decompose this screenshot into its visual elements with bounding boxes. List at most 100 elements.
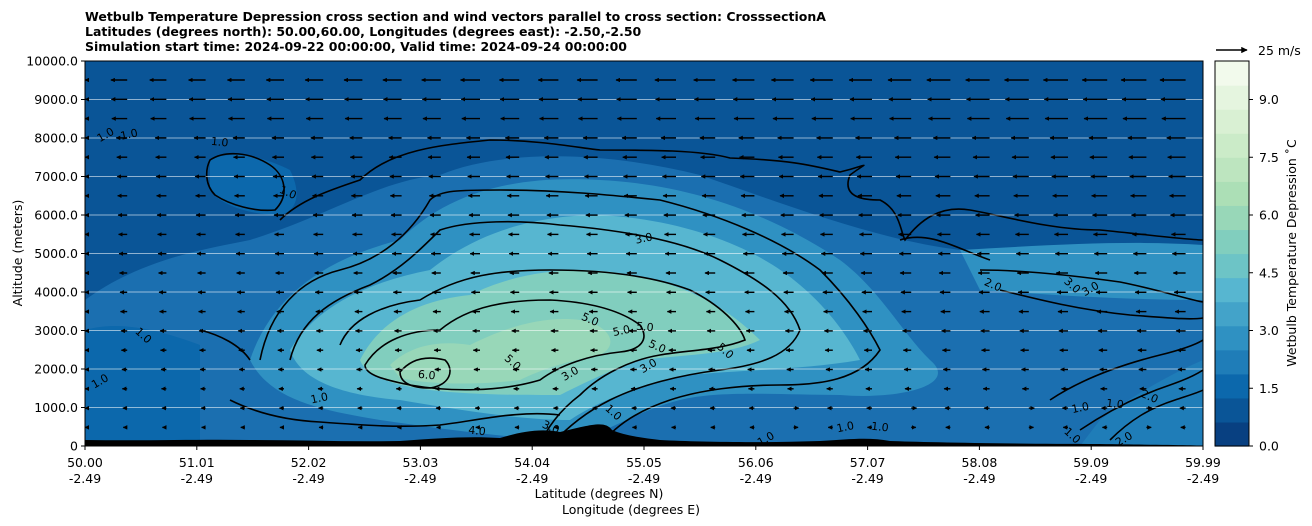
x-tick-lat: 58.08 — [962, 455, 998, 470]
y-tick-label: 8000.0 — [34, 131, 78, 146]
colorbar-label: Wetbulb Temperature Depression ˚C — [1284, 139, 1299, 367]
contour-line-8 — [229, 399, 561, 428]
x-tick-lat: 59.09 — [1073, 455, 1109, 470]
x-tick-lat: 54.04 — [514, 455, 550, 470]
y-tick-label: 7000.0 — [34, 169, 78, 184]
contour-lines — [199, 139, 1203, 446]
contour-label: 6.0 — [417, 368, 436, 383]
colorbar-swatch — [1215, 277, 1249, 303]
x-tick-lat: 59.99 — [1185, 455, 1221, 470]
contour-label: 1.0 — [210, 135, 229, 150]
contour-label: 2.0 — [1139, 387, 1160, 406]
x-tick-lat: 56.06 — [738, 455, 774, 470]
x-tick-lon: -2.49 — [69, 471, 101, 486]
x-tick-lon: -2.49 — [1075, 471, 1107, 486]
colorbar-swatch — [1215, 85, 1249, 110]
contour-line-14 — [899, 236, 991, 261]
colorbar-swatch — [1215, 373, 1249, 399]
x-axis: 50.00-2.4951.01-2.4952.02-2.4953.03-2.49… — [67, 446, 1221, 486]
colorbar-tick-label: 0.0 — [1259, 439, 1279, 454]
x-tick-lat: 57.07 — [850, 455, 886, 470]
contour-line-13 — [1109, 389, 1203, 441]
contour-label: 2.0 — [982, 275, 1003, 294]
contour-line-7 — [205, 152, 285, 212]
x-tick-lon: -2.49 — [740, 471, 772, 486]
x-tick-lon: -2.49 — [404, 471, 436, 486]
contour-line-4 — [339, 269, 746, 446]
colorbar-swatch — [1215, 181, 1249, 206]
filled-contour-band-6 — [960, 242, 1203, 300]
y-axis-label: Altitude (meters) — [10, 200, 25, 307]
y-tick-label: 2000.0 — [34, 362, 78, 377]
x-tick-lon: -2.49 — [292, 471, 324, 486]
title-line-3: Simulation start time: 2024-09-22 00:00:… — [85, 39, 627, 54]
contour-label: 1.0 — [835, 419, 855, 435]
plot-area: 1.0 1.0 1.01.01.01.01.06.05.05.03.05.0 5.05… — [85, 61, 1203, 446]
x-tick-lat: 51.01 — [179, 455, 215, 470]
x-tick-lon: -2.49 — [1187, 471, 1219, 486]
contour-label: 1.0 — [1070, 400, 1090, 416]
contour-label: 5.0 — [636, 320, 655, 335]
contour-label: 1.0 — [119, 126, 139, 142]
contour-line-11 — [1049, 339, 1203, 401]
x-tick-lon: -2.49 — [963, 471, 995, 486]
colorbar-swatch — [1215, 253, 1249, 279]
x-tick-lat: 50.00 — [67, 455, 103, 470]
contour-label: 1.0 — [1106, 397, 1125, 412]
contour-label: 1.0 — [871, 420, 890, 435]
y-axis: 0 1000.0 2000.0 3000.0 4000.0 5000.0 6000.0 700… — [26, 54, 85, 454]
colorbar-tick-label: 4.5 — [1259, 265, 1279, 280]
y-tick-label: 3000.0 — [34, 323, 78, 338]
x-tick-lon: -2.49 — [181, 471, 213, 486]
contour-line-10 — [999, 289, 1203, 320]
contour-line-12 — [1079, 369, 1203, 431]
contour-label: 5.0 — [579, 310, 600, 329]
chart-title: Wetbulb Temperature Depression cross sec… — [85, 9, 826, 54]
contour-line-1 — [279, 139, 1203, 242]
contour-label: 1.0 — [309, 390, 329, 406]
colorbar-swatch — [1215, 301, 1249, 327]
colorbar-swatch — [1215, 133, 1249, 158]
quiver-key: 25 m/s — [1216, 43, 1301, 58]
quiver-key-label: 25 m/s — [1258, 43, 1301, 58]
contour-line-2 — [259, 189, 881, 446]
filled-contour-band-5 — [390, 319, 611, 384]
contour-label: 4.0 — [468, 424, 487, 439]
y-tick-label: 0 — [70, 439, 78, 454]
x-tick-lon: -2.49 — [516, 471, 548, 486]
terrain — [85, 424, 1203, 446]
contour-label: 3.0 — [634, 230, 654, 246]
colorbar-tick-label: 1.5 — [1259, 381, 1279, 396]
y-tick-label: 1000.0 — [34, 400, 78, 415]
y-tick-label: 6000.0 — [34, 208, 78, 223]
y-tick-label: 10000.0 — [26, 54, 78, 69]
colorbar-swatch — [1215, 205, 1249, 231]
colorbar-swatch — [1215, 421, 1249, 447]
contour-line-9 — [979, 269, 1203, 303]
title-line-1: Wetbulb Temperature Depression cross sec… — [85, 9, 826, 24]
x-tick-lon: -2.49 — [628, 471, 660, 486]
y-tick-label: 4000.0 — [34, 285, 78, 300]
x-tick-lon: -2.49 — [851, 471, 883, 486]
y-tick-label: 5000.0 — [34, 246, 78, 261]
contour-line-6 — [399, 357, 451, 389]
colorbar-swatch — [1215, 397, 1249, 423]
colorbar-tick-label: 6.0 — [1259, 208, 1279, 223]
colorbar-swatch — [1215, 349, 1249, 375]
x-tick-lat: 55.05 — [626, 455, 662, 470]
colorbar-tick-label: 7.5 — [1259, 150, 1279, 165]
colorbar-tick-label: 9.0 — [1259, 92, 1279, 107]
contour-label: 3.0 — [540, 418, 561, 437]
contour-label: 5.0 — [612, 323, 632, 339]
x-axis-label-2: Longitude (degrees E) — [562, 502, 700, 517]
filled-contour-band-1b — [85, 325, 200, 446]
x-tick-lat: 52.02 — [291, 455, 327, 470]
colorbar-swatch — [1215, 157, 1249, 182]
colorbar-swatch — [1215, 109, 1249, 134]
wind-vectors — [85, 77, 1186, 430]
x-axis-label: Latitude (degrees N) — [535, 486, 664, 501]
y-tick-label: 9000.0 — [34, 92, 78, 107]
title-line-2: Latitudes (degrees north): 50.00,60.00, … — [85, 24, 642, 39]
colorbar: 0.0 1.5 3.0 4.5 6.0 7.5 9.0 — [1214, 60, 1279, 454]
